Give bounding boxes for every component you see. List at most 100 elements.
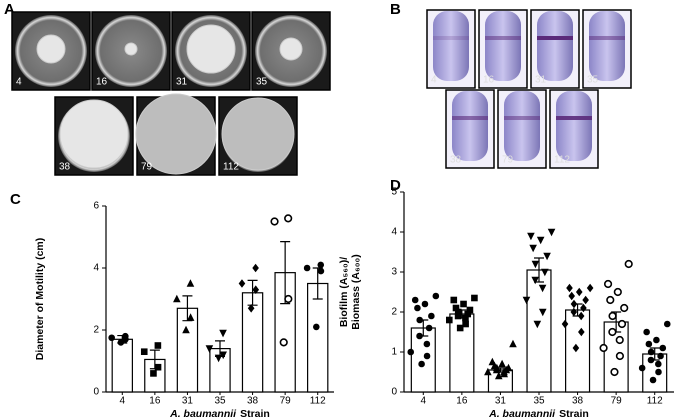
data-point: [561, 319, 569, 329]
stain-ring: [589, 36, 625, 40]
data-point: [454, 308, 462, 316]
data-point: [423, 340, 431, 348]
data-point: [657, 352, 664, 360]
data-point: [527, 232, 535, 241]
colony: [36, 34, 66, 64]
photo-label: 31: [176, 77, 188, 88]
bar: [307, 282, 329, 393]
data-point: [317, 267, 325, 275]
data-point: [182, 325, 190, 334]
photo-label: 112: [223, 162, 239, 173]
data-point: [663, 320, 671, 328]
stain-ring: [485, 36, 521, 40]
data-point: [488, 357, 497, 366]
x-axis-title: A. baumannii Strain: [488, 408, 589, 420]
photo-label: 16: [96, 77, 108, 88]
data-point: [638, 364, 646, 372]
tube-label: 16: [483, 75, 495, 86]
tube-label: 79: [502, 155, 514, 166]
data-point: [423, 352, 431, 360]
data-point: [464, 310, 472, 318]
data-point: [452, 304, 460, 312]
tube: [556, 91, 592, 161]
colony: [186, 24, 236, 74]
x-tick-label: 35: [533, 396, 545, 407]
data-point: [566, 283, 573, 293]
data-point: [219, 351, 227, 360]
y-tick-label: 0: [93, 387, 99, 398]
y-axis-title: Biomass (A₆₀₀): [350, 254, 362, 330]
y-tick-label: 4: [391, 227, 397, 238]
tube: [433, 11, 469, 81]
data-point: [284, 294, 293, 304]
data-point: [570, 307, 578, 317]
data-point: [647, 356, 655, 364]
data-point: [421, 300, 429, 308]
data-point: [649, 376, 657, 384]
x-tick-label: 31: [182, 396, 194, 407]
data-point: [655, 360, 662, 368]
x-axis-title-italic: A. baumannii: [169, 408, 237, 420]
x-tick-label: 4: [421, 396, 427, 407]
data-point: [173, 294, 181, 303]
data-point: [284, 214, 293, 223]
data-point: [460, 300, 467, 308]
data-point: [252, 285, 260, 294]
tube: [485, 11, 521, 81]
x-tick-label: 112: [310, 396, 326, 407]
y-tick-label: 3: [391, 267, 397, 278]
x-tick-label: 79: [611, 396, 623, 407]
data-point: [647, 348, 655, 356]
data-point: [606, 295, 615, 305]
data-point: [577, 311, 585, 321]
x-tick-label: 16: [456, 396, 468, 407]
colony: [59, 99, 129, 169]
data-point: [653, 336, 660, 344]
y-tick-label: 0: [391, 387, 397, 398]
photo-label: 38: [59, 162, 71, 173]
data-point: [541, 268, 549, 277]
data-point: [462, 314, 469, 322]
data-point: [509, 339, 517, 348]
panel-letter: B: [390, 1, 401, 18]
y-tick-label: 2: [93, 325, 99, 336]
data-point: [538, 308, 547, 317]
data-point: [205, 345, 214, 353]
y-tick-label: 6: [93, 201, 99, 212]
data-point: [456, 324, 464, 332]
data-point: [586, 283, 594, 293]
photo-label: 4: [16, 77, 22, 88]
data-point: [570, 299, 578, 309]
data-point: [603, 279, 613, 289]
tube-label: 4: [431, 75, 437, 86]
data-point: [450, 296, 458, 304]
data-point: [270, 217, 279, 226]
data-point: [608, 311, 617, 321]
data-point: [303, 264, 311, 272]
data-point: [219, 329, 227, 338]
panel-letter: D: [390, 177, 401, 194]
stain-ring: [556, 116, 592, 120]
data-point: [418, 360, 425, 368]
data-point: [578, 327, 585, 337]
y-tick-label: 2: [391, 307, 397, 318]
data-point: [154, 363, 162, 371]
y-axis-title: Biofilm (A₅₆₀)/: [338, 257, 350, 327]
data-point: [643, 328, 650, 336]
panel-letter: A: [4, 1, 15, 18]
y-axis-title: Diameter of Motility (cm): [34, 238, 46, 361]
data-point: [140, 348, 148, 355]
x-tick-label: 31: [495, 396, 507, 407]
error-bar: [247, 279, 258, 306]
data-point: [214, 354, 223, 363]
data-point: [454, 312, 462, 320]
tube-label: 35: [587, 75, 599, 86]
data-point: [522, 296, 531, 305]
data-point: [186, 279, 195, 287]
data-point: [617, 319, 627, 329]
y-tick-label: 1: [391, 347, 397, 358]
colony: [124, 42, 138, 56]
data-point: [471, 294, 478, 302]
bar: [111, 338, 133, 393]
